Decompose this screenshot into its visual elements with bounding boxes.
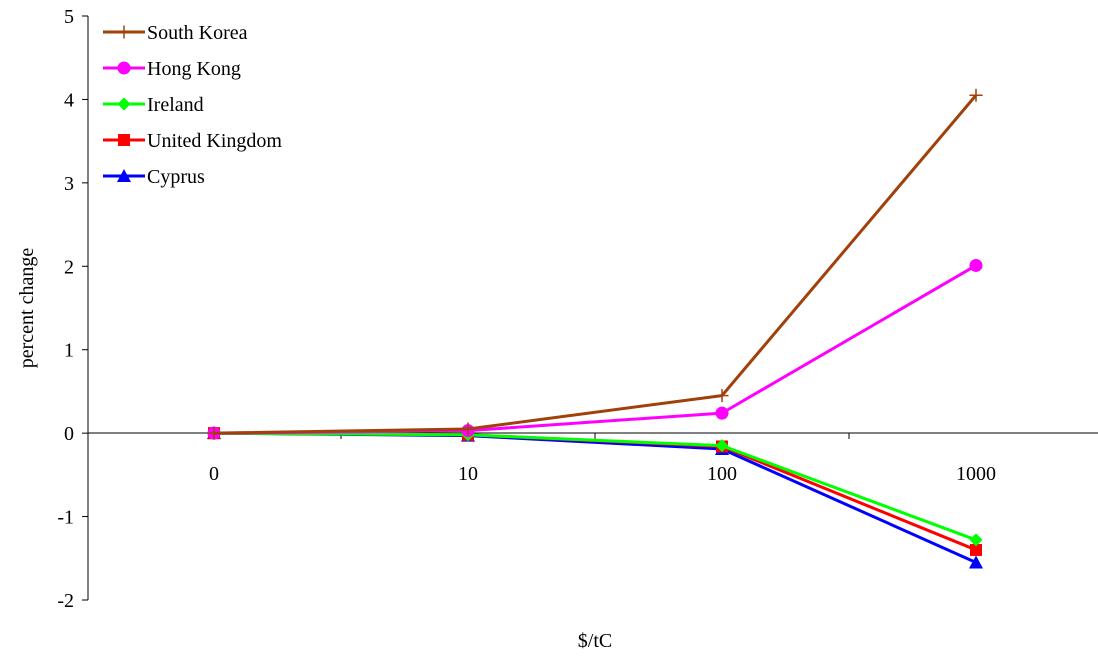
legend-entry-cyprus: Cyprus <box>103 166 205 188</box>
legend-label: Hong Kong <box>147 58 241 80</box>
x-tick-label: 100 <box>707 463 737 485</box>
series-south-korea <box>207 88 983 440</box>
legend-marker <box>117 169 131 182</box>
series-cyprus <box>207 426 983 569</box>
legend-label: United Kingdom <box>147 130 282 152</box>
data-point-ireland <box>969 533 983 547</box>
series-ireland <box>207 426 983 547</box>
data-point-united-kingdom <box>970 543 982 556</box>
y-tick-label: 2 <box>64 256 74 278</box>
series-group <box>207 88 983 569</box>
data-point-south-korea <box>461 422 475 436</box>
x-axis-title: $/tC <box>578 630 612 652</box>
series-line-united-kingdom <box>213 431 977 552</box>
y-tick-label: 3 <box>64 173 74 195</box>
x-tick-label: 0 <box>209 463 219 485</box>
data-point-south-korea <box>969 88 983 102</box>
y-tick-label: 0 <box>64 423 74 445</box>
legend: South Korea Hong Kong Ireland United Kingdo… <box>103 22 282 188</box>
data-point-south-korea <box>207 426 221 440</box>
y-tick-label: 5 <box>64 6 74 28</box>
series-line-ireland <box>213 431 977 542</box>
legend-marker <box>117 61 131 75</box>
series-line-hong-kong <box>213 264 977 435</box>
legend-label: Cyprus <box>147 166 205 188</box>
legend-label: Ireland <box>147 94 204 116</box>
data-point-cyprus <box>969 555 983 569</box>
legend-label: South Korea <box>147 22 248 44</box>
legend-entry-united-kingdom: United Kingdom <box>103 130 282 152</box>
data-point-hong-kong <box>969 258 983 272</box>
y-tick-label: -1 <box>57 507 74 529</box>
legend-entry-south-korea: South Korea <box>103 22 248 44</box>
data-point-south-korea <box>715 389 729 403</box>
x-tick-label: 1000 <box>956 463 996 485</box>
y-tick-label: -2 <box>57 590 74 612</box>
data-point-hong-kong <box>715 406 729 420</box>
series-line-south-korea <box>213 94 978 435</box>
series-united-kingdom <box>208 427 982 556</box>
data-point-ireland <box>715 439 729 453</box>
legend-marker <box>117 25 131 39</box>
legend-entry-hong-kong: Hong Kong <box>103 58 241 80</box>
legend-marker <box>118 134 130 146</box>
x-tick-label: 10 <box>458 463 478 485</box>
legend-entry-ireland: Ireland <box>103 94 204 116</box>
legend-marker <box>117 97 131 111</box>
axes: -2 -1 0 1 2 3 4 5 0 10 100 1000 <box>57 6 1098 612</box>
y-tick-label: 4 <box>64 89 74 111</box>
y-axis-title: percent change <box>16 248 38 369</box>
y-tick-label: 1 <box>64 340 74 362</box>
